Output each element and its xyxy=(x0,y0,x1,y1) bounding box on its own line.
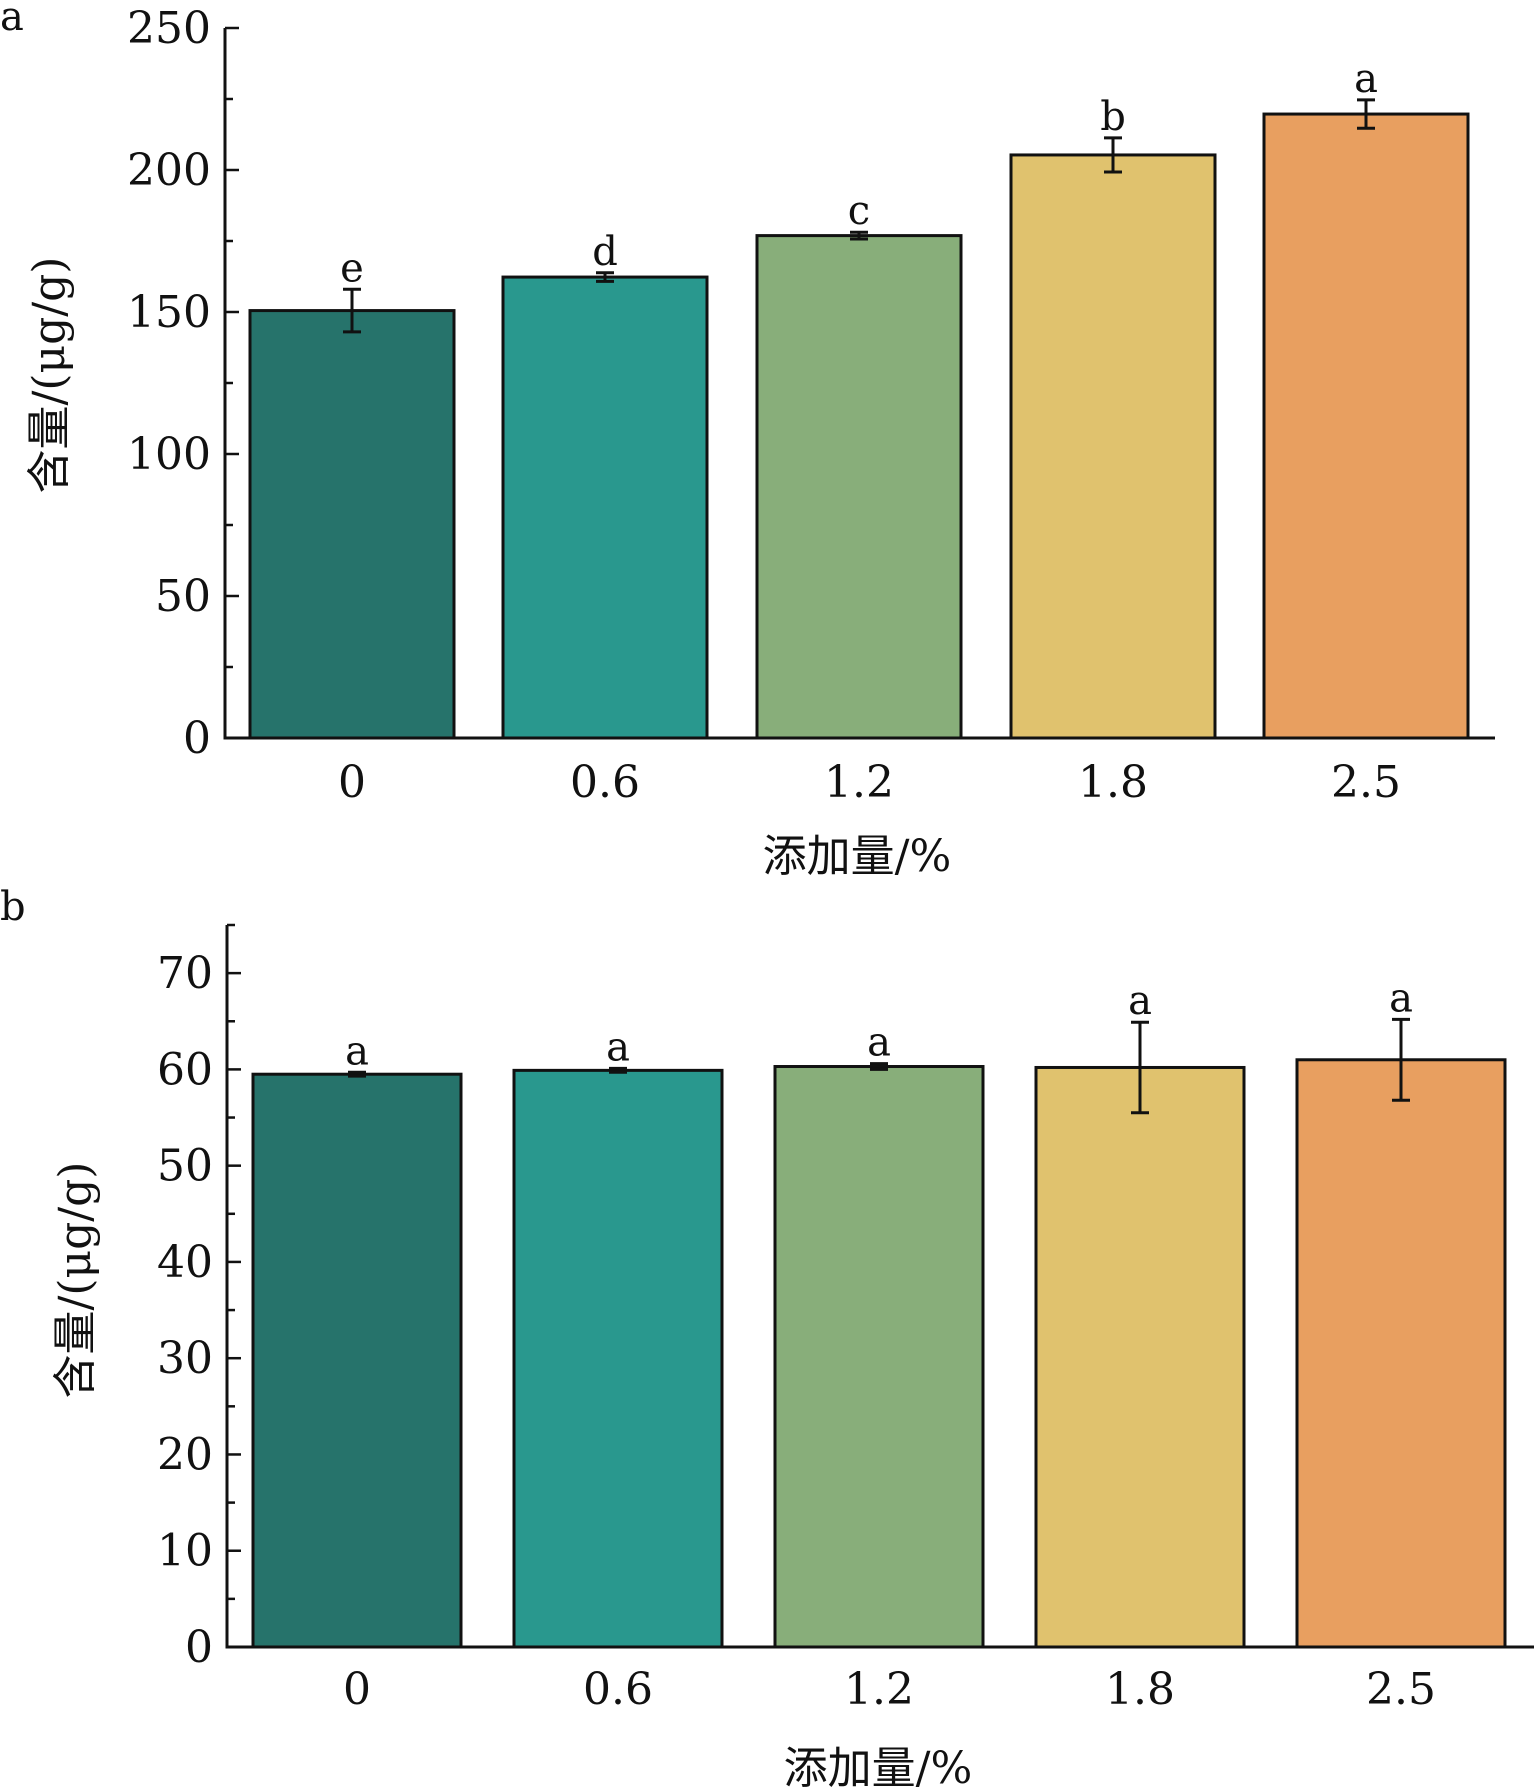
x-tick-label: 1.8 xyxy=(1105,1664,1175,1715)
bar-1-2 xyxy=(755,234,963,740)
x-axis-title-b: 添加量/% xyxy=(784,1743,973,1790)
x-tick-label: 0.6 xyxy=(583,1664,653,1715)
panel-label-a: a xyxy=(0,0,24,40)
y-tick-label: 250 xyxy=(127,3,211,54)
x-tick-label: 1.2 xyxy=(844,1664,914,1715)
y-tick-label: 40 xyxy=(157,1237,213,1288)
significance-label: a xyxy=(345,1028,369,1074)
x-axis-ticks-b: 0 0.6 1.2 1.8 2.5 xyxy=(343,1664,1436,1715)
x-tick-label: 2.5 xyxy=(1366,1664,1436,1715)
bar-1-2 xyxy=(773,1065,985,1649)
x-tick-label: 0.6 xyxy=(570,757,640,808)
bar-0 xyxy=(251,1072,463,1649)
bar-2-5 xyxy=(1295,1058,1507,1649)
y-tick-label: 150 xyxy=(127,287,211,338)
bar-0 xyxy=(248,309,456,740)
x-tick-label: 1.2 xyxy=(824,757,894,808)
x-axis-title-a: 添加量/% xyxy=(763,831,952,882)
significance-label: d xyxy=(592,229,618,275)
bar-1-8 xyxy=(1034,1065,1246,1649)
y-axis-title-b: 含量/(μg/g) xyxy=(50,1162,101,1399)
axes-b xyxy=(225,925,1534,1649)
bar-1-8 xyxy=(1009,153,1217,740)
chart-panel-a: a 0 50 100 150 200 250 e d c b a 0 0.6 1.2 1.8 2.5 添加… xyxy=(0,0,1495,882)
y-tick-label: 50 xyxy=(155,571,211,622)
y-tick-label: 60 xyxy=(157,1044,213,1095)
bar-0-6 xyxy=(501,275,709,740)
significance-label: a xyxy=(867,1020,891,1066)
x-tick-label: 2.5 xyxy=(1331,757,1401,808)
y-tick-label: 70 xyxy=(157,948,213,999)
y-tick-label: 0 xyxy=(183,713,211,764)
y-tick-label: 200 xyxy=(127,145,211,196)
bar-0-6 xyxy=(512,1068,724,1649)
x-axis-ticks-a: 0 0.6 1.2 1.8 2.5 xyxy=(338,757,1401,808)
chart-panel-b: b 0 10 20 30 40 50 60 70 a a a a a 0 0.6 1.2 1.8 2.5 添加… xyxy=(0,884,1534,1790)
significance-label: a xyxy=(606,1024,630,1070)
y-tick-label: 10 xyxy=(157,1526,213,1577)
y-tick-label: 0 xyxy=(185,1622,213,1673)
significance-label: c xyxy=(848,188,870,234)
bar-2-5 xyxy=(1262,112,1470,740)
axes-a xyxy=(223,28,1495,740)
significance-label: a xyxy=(1389,975,1413,1021)
y-tick-label: 30 xyxy=(157,1333,213,1384)
significance-label: a xyxy=(1354,56,1378,102)
y-axis-ticks-b: 0 10 20 30 40 50 60 70 xyxy=(157,923,241,1673)
bars-b: a a a a a xyxy=(251,975,1507,1649)
significance-label: e xyxy=(340,245,364,291)
x-tick-label: 0 xyxy=(343,1664,371,1715)
significance-label: b xyxy=(1100,94,1126,140)
x-tick-label: 0 xyxy=(338,757,366,808)
y-tick-label: 20 xyxy=(157,1429,213,1480)
significance-label: a xyxy=(1128,978,1152,1024)
panel-label-b: b xyxy=(0,884,26,930)
bars-a: e d c b a xyxy=(248,56,1470,740)
y-axis-title-a: 含量/(μg/g) xyxy=(24,257,75,494)
x-tick-label: 1.8 xyxy=(1078,757,1148,808)
y-axis-ticks-a: 0 50 100 150 200 250 xyxy=(127,3,239,764)
y-tick-label: 100 xyxy=(127,429,211,480)
y-tick-label: 50 xyxy=(157,1141,213,1192)
